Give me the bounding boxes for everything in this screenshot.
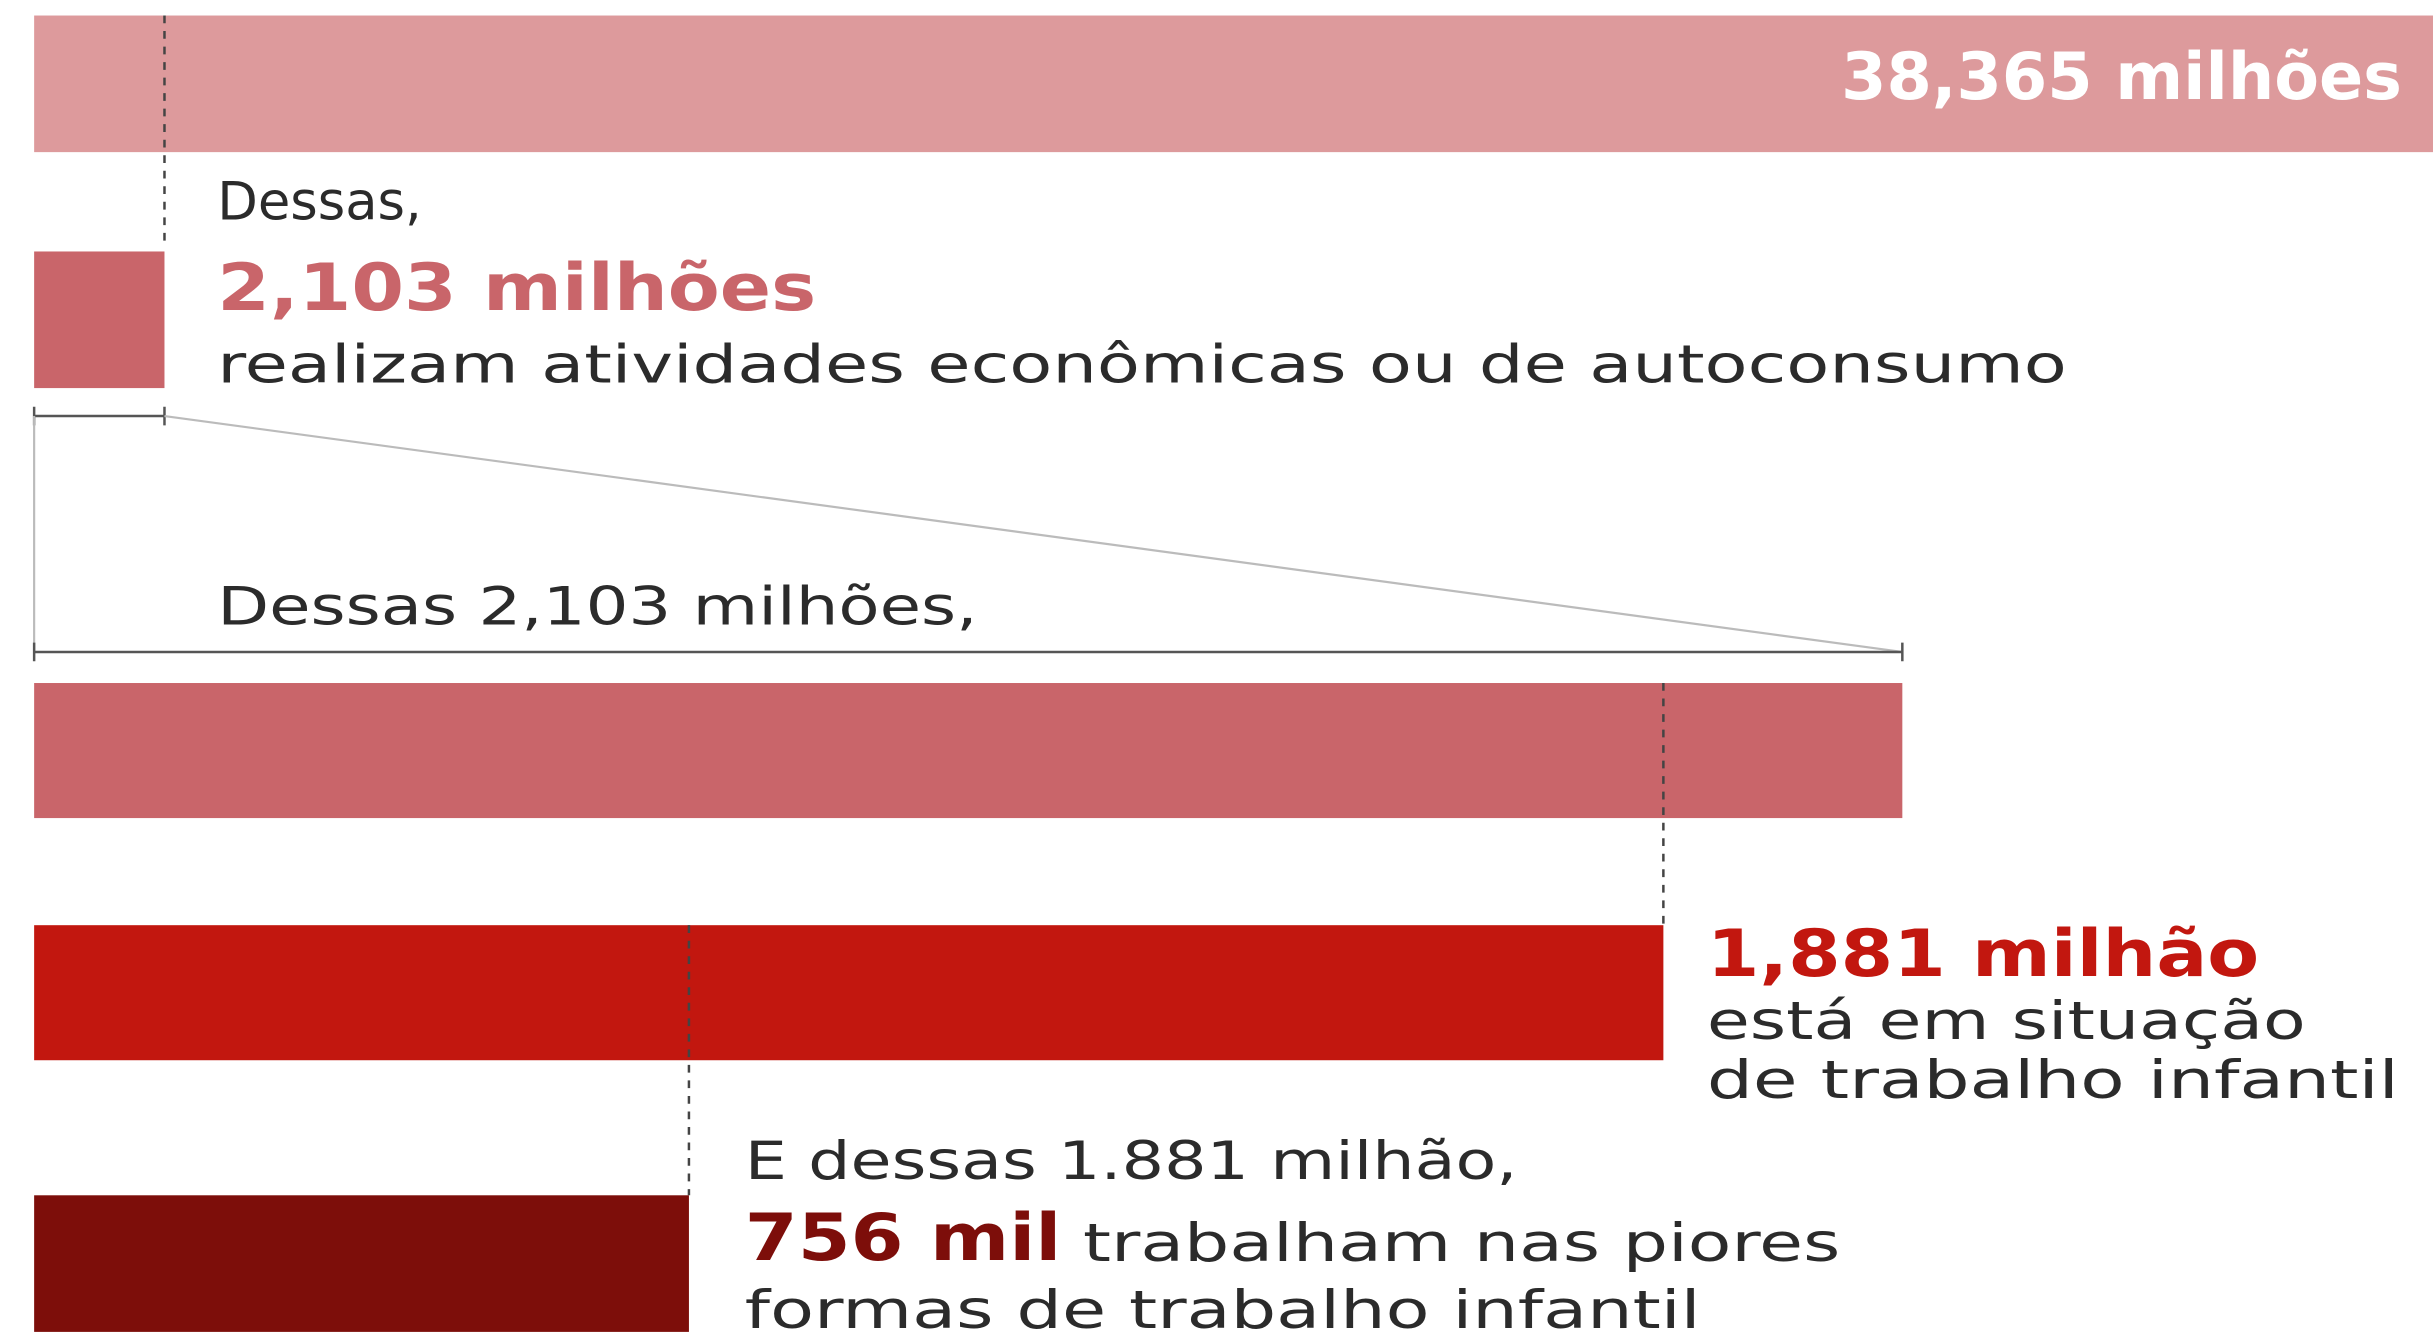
step2-intro: Dessas 2,103 milhões, — [217, 577, 977, 638]
step1-text: realizam atividades econômicas ou de aut… — [217, 335, 2067, 396]
step4-bar — [34, 1195, 689, 1332]
step4-text: trabalham nas piores — [1083, 1213, 1840, 1274]
step1-value: 2,103 milhões — [217, 250, 816, 326]
step4-text: formas de trabalho infantil — [745, 1280, 1701, 1335]
zoom-line — [164, 414, 1903, 654]
step4-value: 756 mil — [745, 1200, 1062, 1276]
large-bracket — [32, 642, 1904, 662]
step4-intro: E dessas 1.881 milhão, — [745, 1131, 1518, 1192]
step3-line: está em situação — [1707, 991, 2306, 1052]
step1-intro: Dessas, — [217, 172, 422, 233]
step2-bar — [34, 683, 1903, 819]
step1-bar — [34, 251, 165, 389]
total-value: 38,365 milhões — [1841, 39, 2402, 115]
total-bar — [34, 15, 2433, 153]
small-bracket — [32, 406, 166, 426]
step3-bar — [34, 925, 1664, 1061]
step3-line: de trabalho infantil — [1707, 1050, 2399, 1111]
step3-value: 1,881 milhão — [1707, 916, 2259, 992]
